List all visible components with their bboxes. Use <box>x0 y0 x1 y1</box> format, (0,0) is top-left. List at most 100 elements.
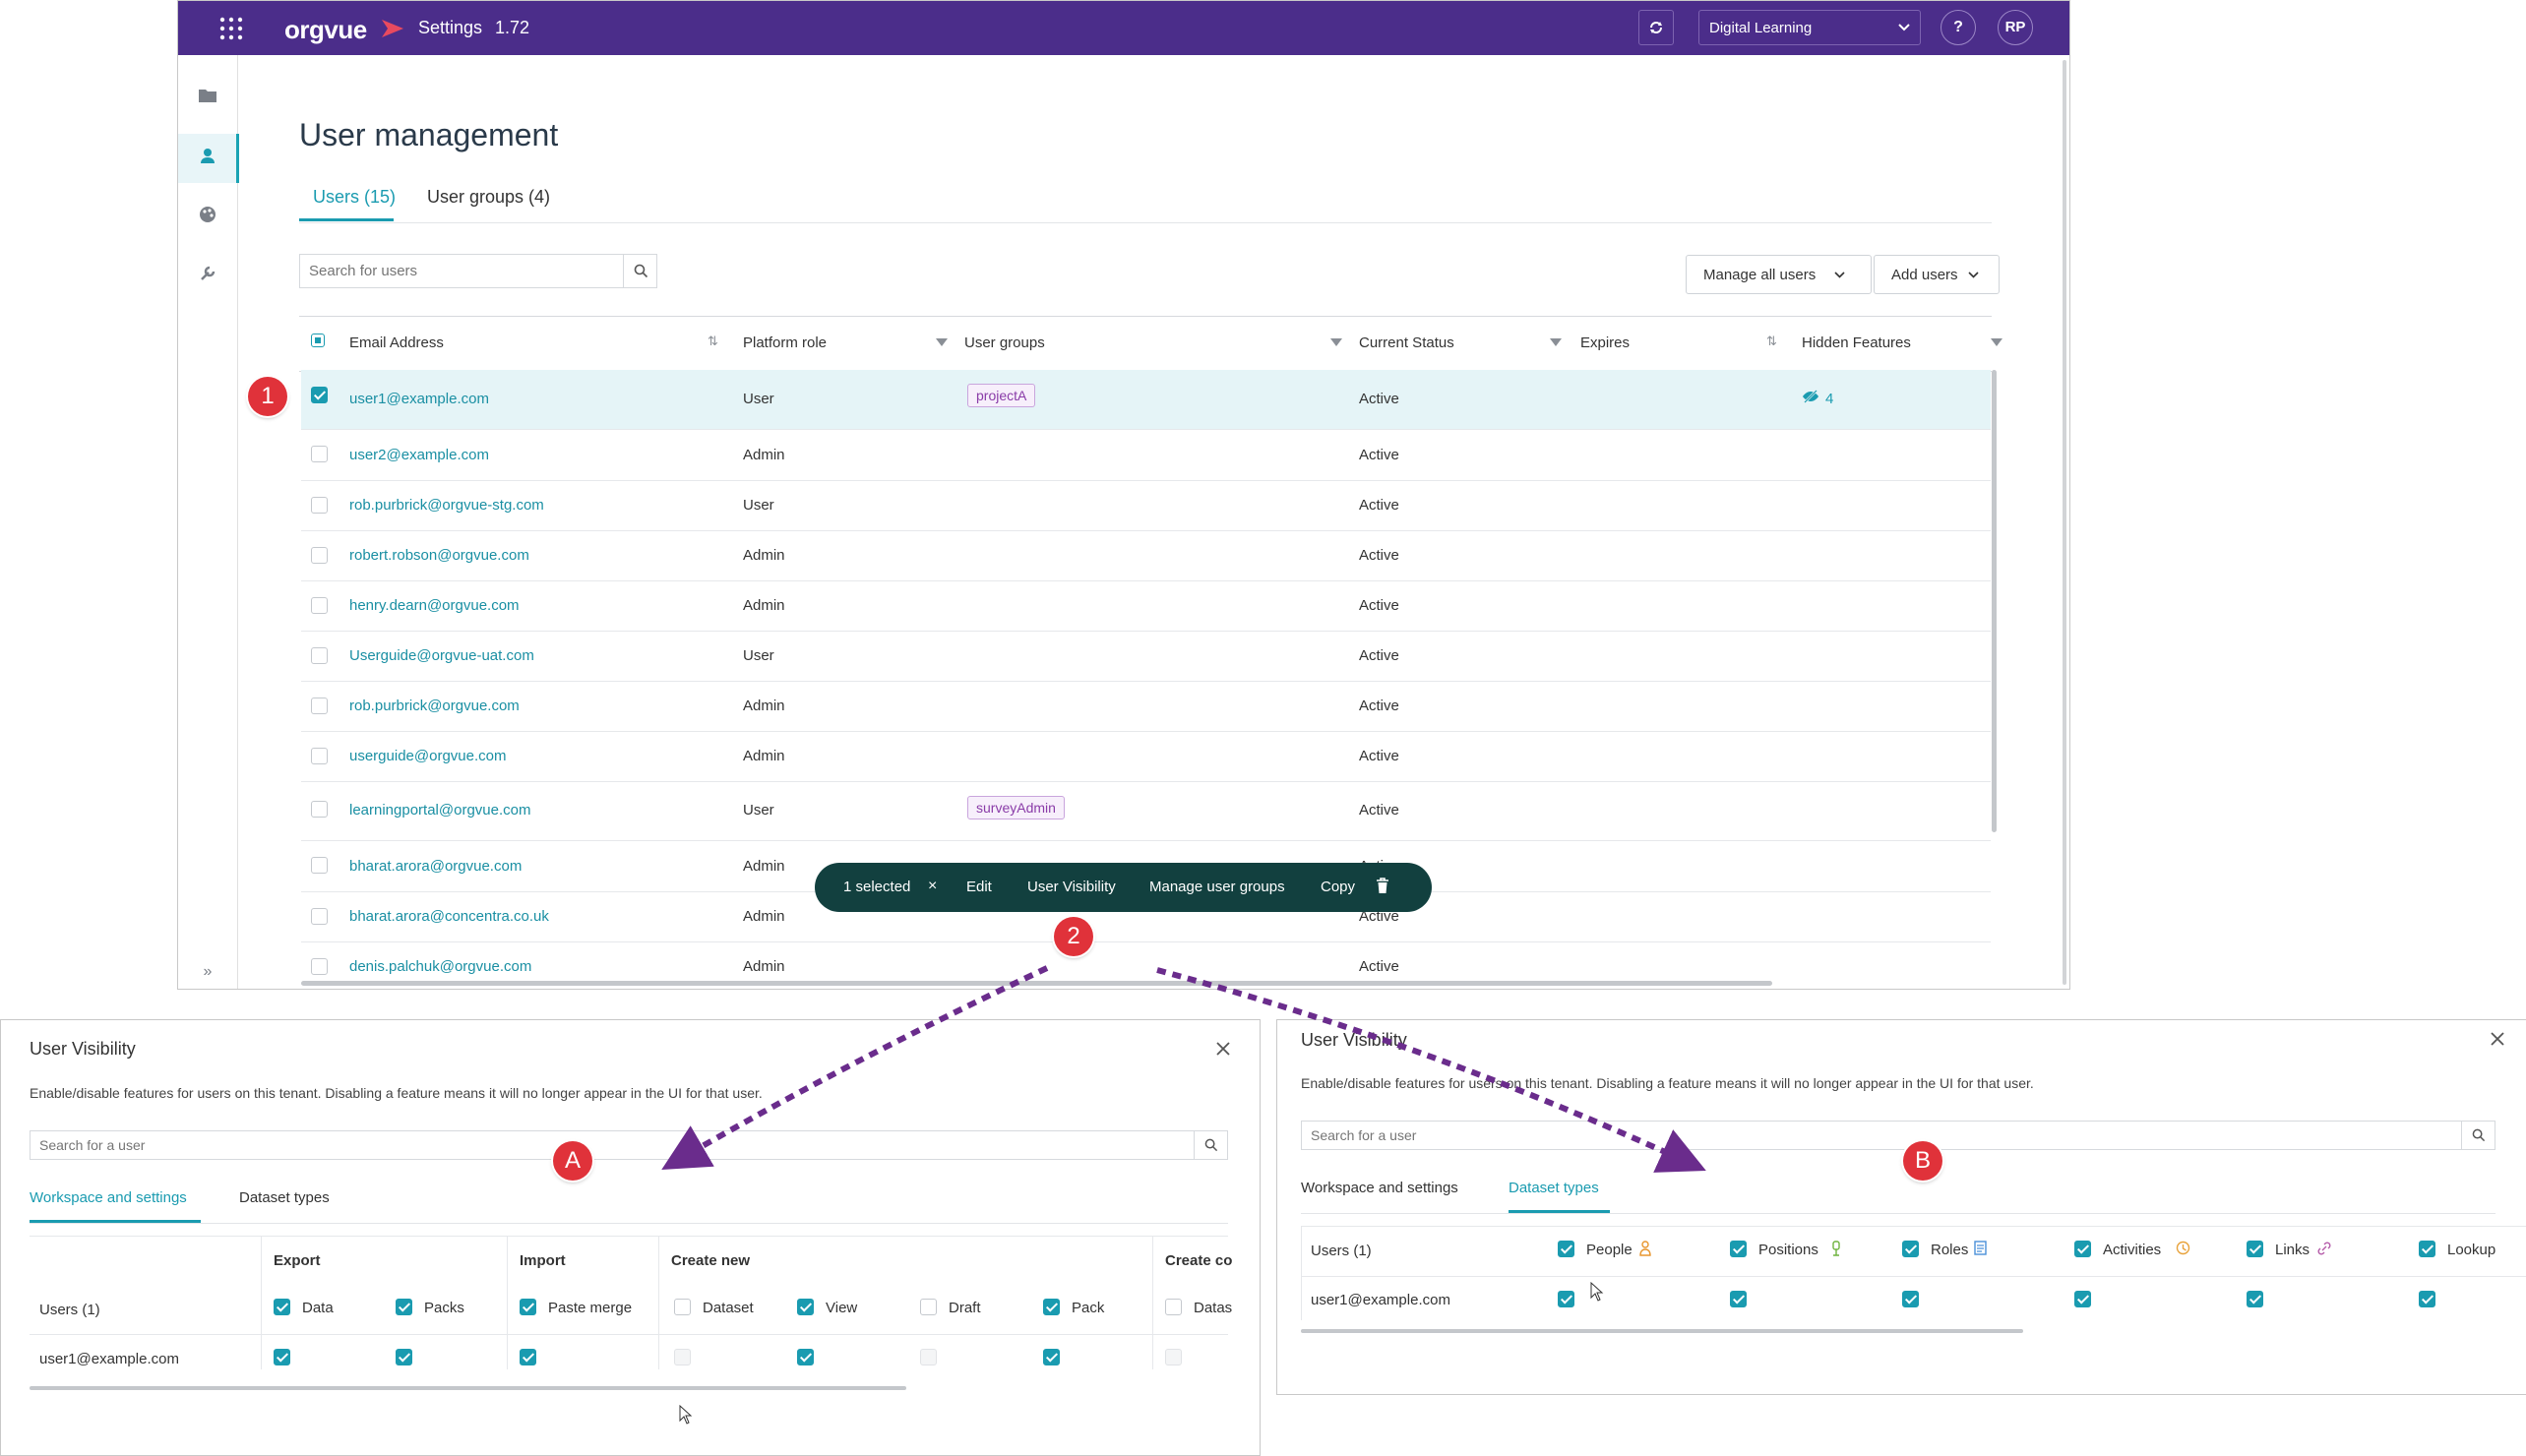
user-email[interactable]: rob.purbrick@orgvue-stg.com <box>349 497 544 514</box>
table-row[interactable]: user1@example.com User projectA Active 4 <box>301 370 1991 430</box>
feature-header-checkbox[interactable] <box>274 1299 290 1315</box>
user-feature-checkbox[interactable] <box>920 1349 937 1365</box>
grid-horizontal-scrollbar[interactable] <box>30 1386 906 1390</box>
help-button[interactable]: ? <box>1941 10 1976 45</box>
user-type-checkbox[interactable] <box>2419 1291 2435 1307</box>
user-email[interactable]: user2@example.com <box>349 447 489 463</box>
user-type-checkbox[interactable] <box>1730 1291 1747 1307</box>
user-group-chip[interactable]: projectA <box>967 384 1036 407</box>
filter-icon[interactable] <box>1330 338 1342 346</box>
copy-button[interactable]: Copy <box>1321 879 1356 895</box>
row-checkbox[interactable] <box>311 908 328 925</box>
user-group-chip[interactable]: surveyAdmin <box>967 796 1065 819</box>
close-icon[interactable] <box>2490 1031 2505 1047</box>
workspace-select[interactable]: Digital Learning <box>1698 10 1921 45</box>
user-email[interactable]: Userguide@orgvue-uat.com <box>349 647 534 664</box>
user-email[interactable]: bharat.arora@concentra.co.uk <box>349 908 549 925</box>
search-input[interactable] <box>1302 1122 2459 1149</box>
manage-all-users-button[interactable]: Manage all users <box>1686 255 1872 294</box>
user-feature-checkbox[interactable] <box>520 1349 536 1365</box>
feature-header-checkbox[interactable] <box>396 1299 412 1315</box>
user-email[interactable]: henry.dearn@orgvue.com <box>349 597 520 614</box>
table-row[interactable]: henry.dearn@orgvue.com Admin Active <box>301 580 1991 632</box>
select-all-checkbox[interactable] <box>311 334 325 347</box>
col-expires[interactable]: Expires <box>1580 334 1631 351</box>
filter-icon[interactable] <box>936 338 948 346</box>
feature-header-checkbox[interactable] <box>797 1299 814 1315</box>
type-header-checkbox[interactable] <box>1902 1241 1919 1257</box>
table-row[interactable]: userguide@orgvue.com Admin Active <box>301 731 1991 782</box>
user-type-checkbox[interactable] <box>2074 1291 2091 1307</box>
close-icon[interactable] <box>1215 1041 1231 1057</box>
sidebar-item-themes[interactable] <box>196 206 219 229</box>
app-grid-icon[interactable] <box>219 17 243 40</box>
user-feature-checkbox[interactable] <box>1043 1349 1060 1365</box>
tab-dataset-types[interactable]: Dataset types <box>1509 1180 1599 1196</box>
filter-icon[interactable] <box>1991 338 2002 346</box>
type-header-checkbox[interactable] <box>2074 1241 2091 1257</box>
row-checkbox[interactable] <box>311 497 328 514</box>
sidebar-expand-icon[interactable]: » <box>203 963 213 980</box>
row-checkbox[interactable] <box>311 597 328 614</box>
user-type-checkbox[interactable] <box>1902 1291 1919 1307</box>
sort-icon[interactable]: ⇅ <box>1766 334 1777 348</box>
user-visibility-button[interactable]: User Visibility <box>1027 879 1116 895</box>
search-button[interactable] <box>623 255 657 287</box>
feature-header-checkbox[interactable] <box>1165 1299 1182 1315</box>
table-row[interactable]: Userguide@orgvue-uat.com User Active <box>301 631 1991 682</box>
page-vertical-scrollbar[interactable] <box>2063 60 2066 985</box>
edit-button[interactable]: Edit <box>966 879 992 895</box>
col-hidden-features[interactable]: Hidden Features <box>1802 334 1911 351</box>
table-vertical-scrollbar[interactable] <box>1992 370 1997 832</box>
type-header-checkbox[interactable] <box>2247 1241 2263 1257</box>
tab-workspace-settings[interactable]: Workspace and settings <box>1301 1180 1458 1196</box>
user-email[interactable]: denis.palchuk@orgvue.com <box>349 958 532 975</box>
table-row[interactable]: bharat.arora@concentra.co.uk Admin Activ… <box>301 891 1991 942</box>
grid-horizontal-scrollbar[interactable] <box>1301 1329 2023 1333</box>
tab-users[interactable]: Users (15) <box>313 187 397 207</box>
manage-user-groups-button[interactable]: Manage user groups <box>1149 879 1285 895</box>
user-feature-checkbox[interactable] <box>674 1349 691 1365</box>
avatar[interactable]: RP <box>1998 10 2033 45</box>
type-header-checkbox[interactable] <box>2419 1241 2435 1257</box>
refresh-button[interactable] <box>1638 10 1674 45</box>
add-users-button[interactable]: Add users <box>1874 255 2000 294</box>
table-row[interactable]: rob.purbrick@orgvue.com Admin Active <box>301 681 1991 732</box>
tab-dataset-types[interactable]: Dataset types <box>239 1189 330 1206</box>
table-row[interactable]: rob.purbrick@orgvue-stg.com User Active <box>301 480 1991 531</box>
clear-selection-button[interactable]: × <box>928 878 938 894</box>
row-checkbox[interactable] <box>311 958 328 975</box>
user-email[interactable]: learningportal@orgvue.com <box>349 802 531 819</box>
user-email[interactable]: rob.purbrick@orgvue.com <box>349 698 520 714</box>
row-checkbox[interactable] <box>311 801 328 818</box>
feature-header-checkbox[interactable] <box>1043 1299 1060 1315</box>
filter-icon[interactable] <box>1550 338 1562 346</box>
row-checkbox[interactable] <box>311 748 328 764</box>
feature-header-checkbox[interactable] <box>520 1299 536 1315</box>
type-header-checkbox[interactable] <box>1558 1241 1574 1257</box>
user-type-checkbox[interactable] <box>2247 1291 2263 1307</box>
row-checkbox[interactable] <box>311 547 328 564</box>
row-checkbox[interactable] <box>311 446 328 462</box>
search-button[interactable] <box>1194 1131 1228 1159</box>
search-input[interactable] <box>300 255 623 287</box>
sort-icon[interactable]: ⇅ <box>708 334 718 348</box>
user-email[interactable]: bharat.arora@orgvue.com <box>349 858 523 875</box>
type-header-checkbox[interactable] <box>1730 1241 1747 1257</box>
col-platform-role[interactable]: Platform role <box>743 334 828 351</box>
table-row[interactable]: learningportal@orgvue.com User surveyAdm… <box>301 781 1991 841</box>
hidden-features-count[interactable]: 4 <box>1825 391 1834 407</box>
sidebar-item-files[interactable] <box>196 87 219 110</box>
trash-icon[interactable] <box>1376 878 1389 894</box>
feature-header-checkbox[interactable] <box>674 1299 691 1315</box>
table-row[interactable]: denis.palchuk@orgvue.com Admin Active <box>301 941 1991 989</box>
tab-user-groups[interactable]: User groups (4) <box>427 187 551 207</box>
search-input[interactable] <box>31 1131 1192 1159</box>
row-checkbox[interactable] <box>311 857 328 874</box>
search-button[interactable] <box>2461 1122 2495 1149</box>
sidebar-item-tools[interactable] <box>196 265 219 288</box>
user-type-checkbox[interactable] <box>1558 1291 1574 1307</box>
row-checkbox[interactable] <box>311 698 328 714</box>
tab-workspace-settings[interactable]: Workspace and settings <box>30 1189 187 1206</box>
user-feature-checkbox[interactable] <box>396 1349 412 1365</box>
